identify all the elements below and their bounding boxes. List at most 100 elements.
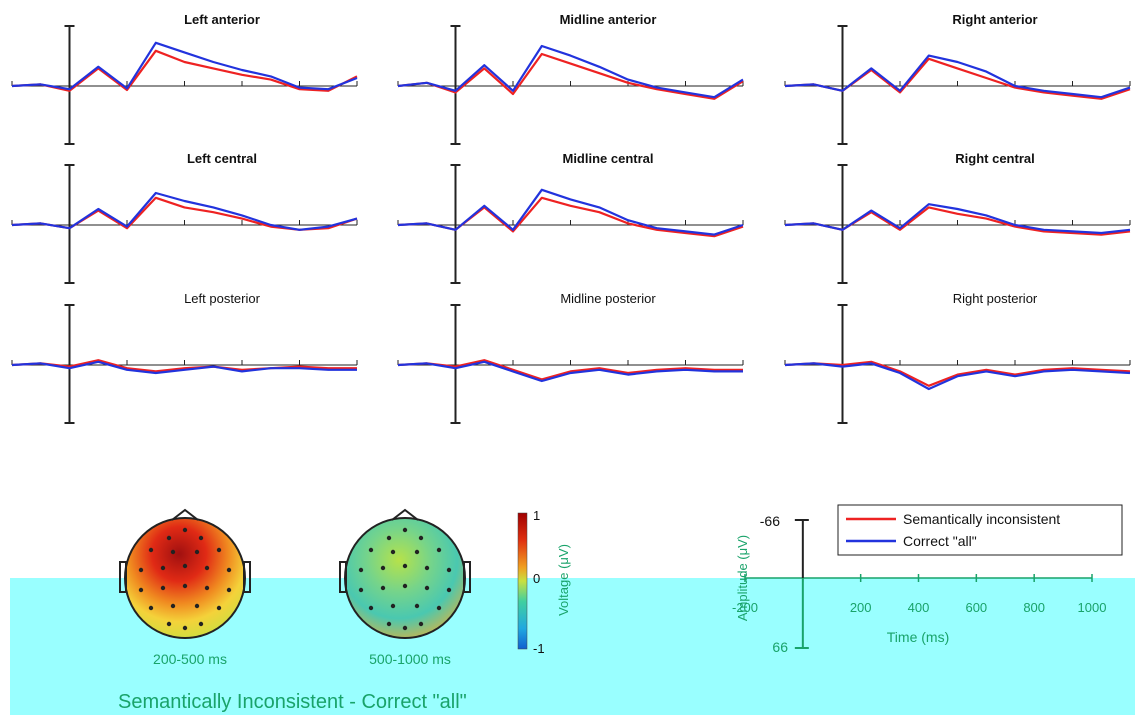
electrode-dot	[226, 567, 232, 573]
left-ear-icon	[119, 561, 127, 593]
scalp-map-warm	[124, 517, 246, 639]
electrode-dot	[166, 535, 172, 541]
electrode-dot	[182, 625, 188, 631]
erp-trace	[397, 52, 744, 100]
topomap-label: 200-500 ms	[153, 651, 227, 667]
left-ear-icon	[339, 561, 347, 593]
topomap-500-1000: 500-1000 ms	[339, 508, 471, 667]
electrode-dot	[418, 621, 424, 627]
erp-panel: Midline posterior	[397, 291, 744, 424]
scale-key-tick-label: 200	[850, 600, 872, 615]
colorbar-gradient	[517, 512, 528, 650]
scalp-map-cool	[344, 517, 466, 639]
electrode-dot	[446, 587, 452, 593]
erp-trace	[11, 49, 358, 92]
electrode-dot	[386, 535, 392, 541]
figure-title: Semantically Inconsistent - Correct "all…	[118, 691, 467, 713]
electrode-dot	[390, 549, 396, 555]
electrode-dot	[160, 585, 166, 591]
electrode-dot	[160, 565, 166, 571]
electrode-dots	[138, 527, 232, 631]
electrode-dot	[358, 567, 364, 573]
erp-panel: Left posterior	[11, 291, 358, 424]
electrode-dot	[226, 587, 232, 593]
panel-title: Right posterior	[953, 291, 1038, 306]
panel-title: Right anterior	[952, 12, 1037, 27]
erp-trace	[11, 41, 358, 91]
erp-trace	[784, 54, 1131, 99]
scale-key: Amplitude (μV) -66 66 Time (ms) -200 200 4…	[732, 513, 1106, 655]
right-ear-icon	[243, 561, 251, 593]
nose-icon	[171, 508, 199, 521]
electrode-dot	[402, 583, 408, 589]
electrode-dot	[414, 549, 420, 555]
nose-icon	[391, 508, 419, 521]
panel-title: Left anterior	[184, 12, 260, 27]
panel-title: Midline central	[562, 151, 653, 166]
erp-trace	[784, 362, 1131, 391]
electrode-dot	[414, 603, 420, 609]
panel-title: Right central	[955, 151, 1034, 166]
scale-key-tick-label: 1000	[1078, 600, 1107, 615]
erp-trace	[397, 359, 743, 381]
legend: Semantically inconsistent Correct "all"	[837, 504, 1123, 556]
electrode-dot	[380, 565, 386, 571]
electrode-dot	[194, 549, 200, 555]
scale-key-tick-label: 600	[965, 600, 987, 615]
electrode-dot	[198, 621, 204, 627]
electrode-dot	[182, 563, 188, 569]
erp-trace	[784, 57, 1131, 100]
erp-panel: Right anterior	[784, 12, 1131, 145]
electrode-dot	[216, 605, 222, 611]
electrode-dot	[166, 621, 172, 627]
panel-title: Left central	[187, 151, 257, 166]
erp-panel: Left anterior	[11, 12, 358, 145]
electrode-dot	[204, 585, 210, 591]
electrode-dot	[436, 547, 442, 553]
topomap-200-500: 200-500 ms	[119, 508, 251, 667]
electrode-dot	[436, 605, 442, 611]
erp-trace	[11, 359, 357, 373]
erp-panel: Right central	[784, 151, 1131, 284]
colorbar-mid-label: 0	[533, 571, 540, 586]
electrode-dot	[170, 549, 176, 555]
erp-panel: Midline anterior	[397, 12, 744, 145]
colorbar: 1 0 -1 Voltage (μV)	[517, 508, 571, 656]
electrode-dot	[358, 587, 364, 593]
scale-key-tick-label: 400	[908, 600, 930, 615]
electrode-dot	[386, 621, 392, 627]
erp-trace	[397, 44, 744, 99]
erp-trace	[784, 360, 1131, 387]
erp-panel: Midline central	[397, 151, 744, 284]
electrode-dot	[368, 605, 374, 611]
colorbar-title: Voltage (μV)	[556, 544, 571, 616]
electrode-dot	[418, 535, 424, 541]
scale-key-ybottom: 66	[772, 639, 788, 655]
legend-label: Correct "all"	[903, 533, 977, 549]
erp-trace	[397, 196, 744, 238]
electrode-dot	[402, 527, 408, 533]
electrode-dot	[424, 565, 430, 571]
electrode-dot	[148, 547, 154, 553]
electrode-dot	[182, 527, 188, 533]
electrode-dot	[182, 583, 188, 589]
legend-label: Semantically inconsistent	[903, 511, 1060, 527]
electrode-dot	[368, 547, 374, 553]
erp-trace	[784, 203, 1131, 235]
scale-key-xlabel: Time (ms)	[887, 629, 949, 645]
electrode-dot	[138, 587, 144, 593]
panel-title: Midline anterior	[560, 12, 657, 27]
scale-key-ylabel: Amplitude (μV)	[735, 535, 750, 621]
electrode-dot	[390, 603, 396, 609]
electrode-dot	[380, 585, 386, 591]
erp-trace	[11, 360, 357, 375]
right-ear-icon	[463, 561, 471, 593]
electrode-dot	[194, 603, 200, 609]
scale-key-tick-label: -200	[732, 600, 758, 615]
electrode-dot	[424, 585, 430, 591]
legend-box	[837, 504, 1123, 556]
erp-trace	[397, 188, 744, 236]
colorbar-min-label: -1	[533, 641, 545, 656]
